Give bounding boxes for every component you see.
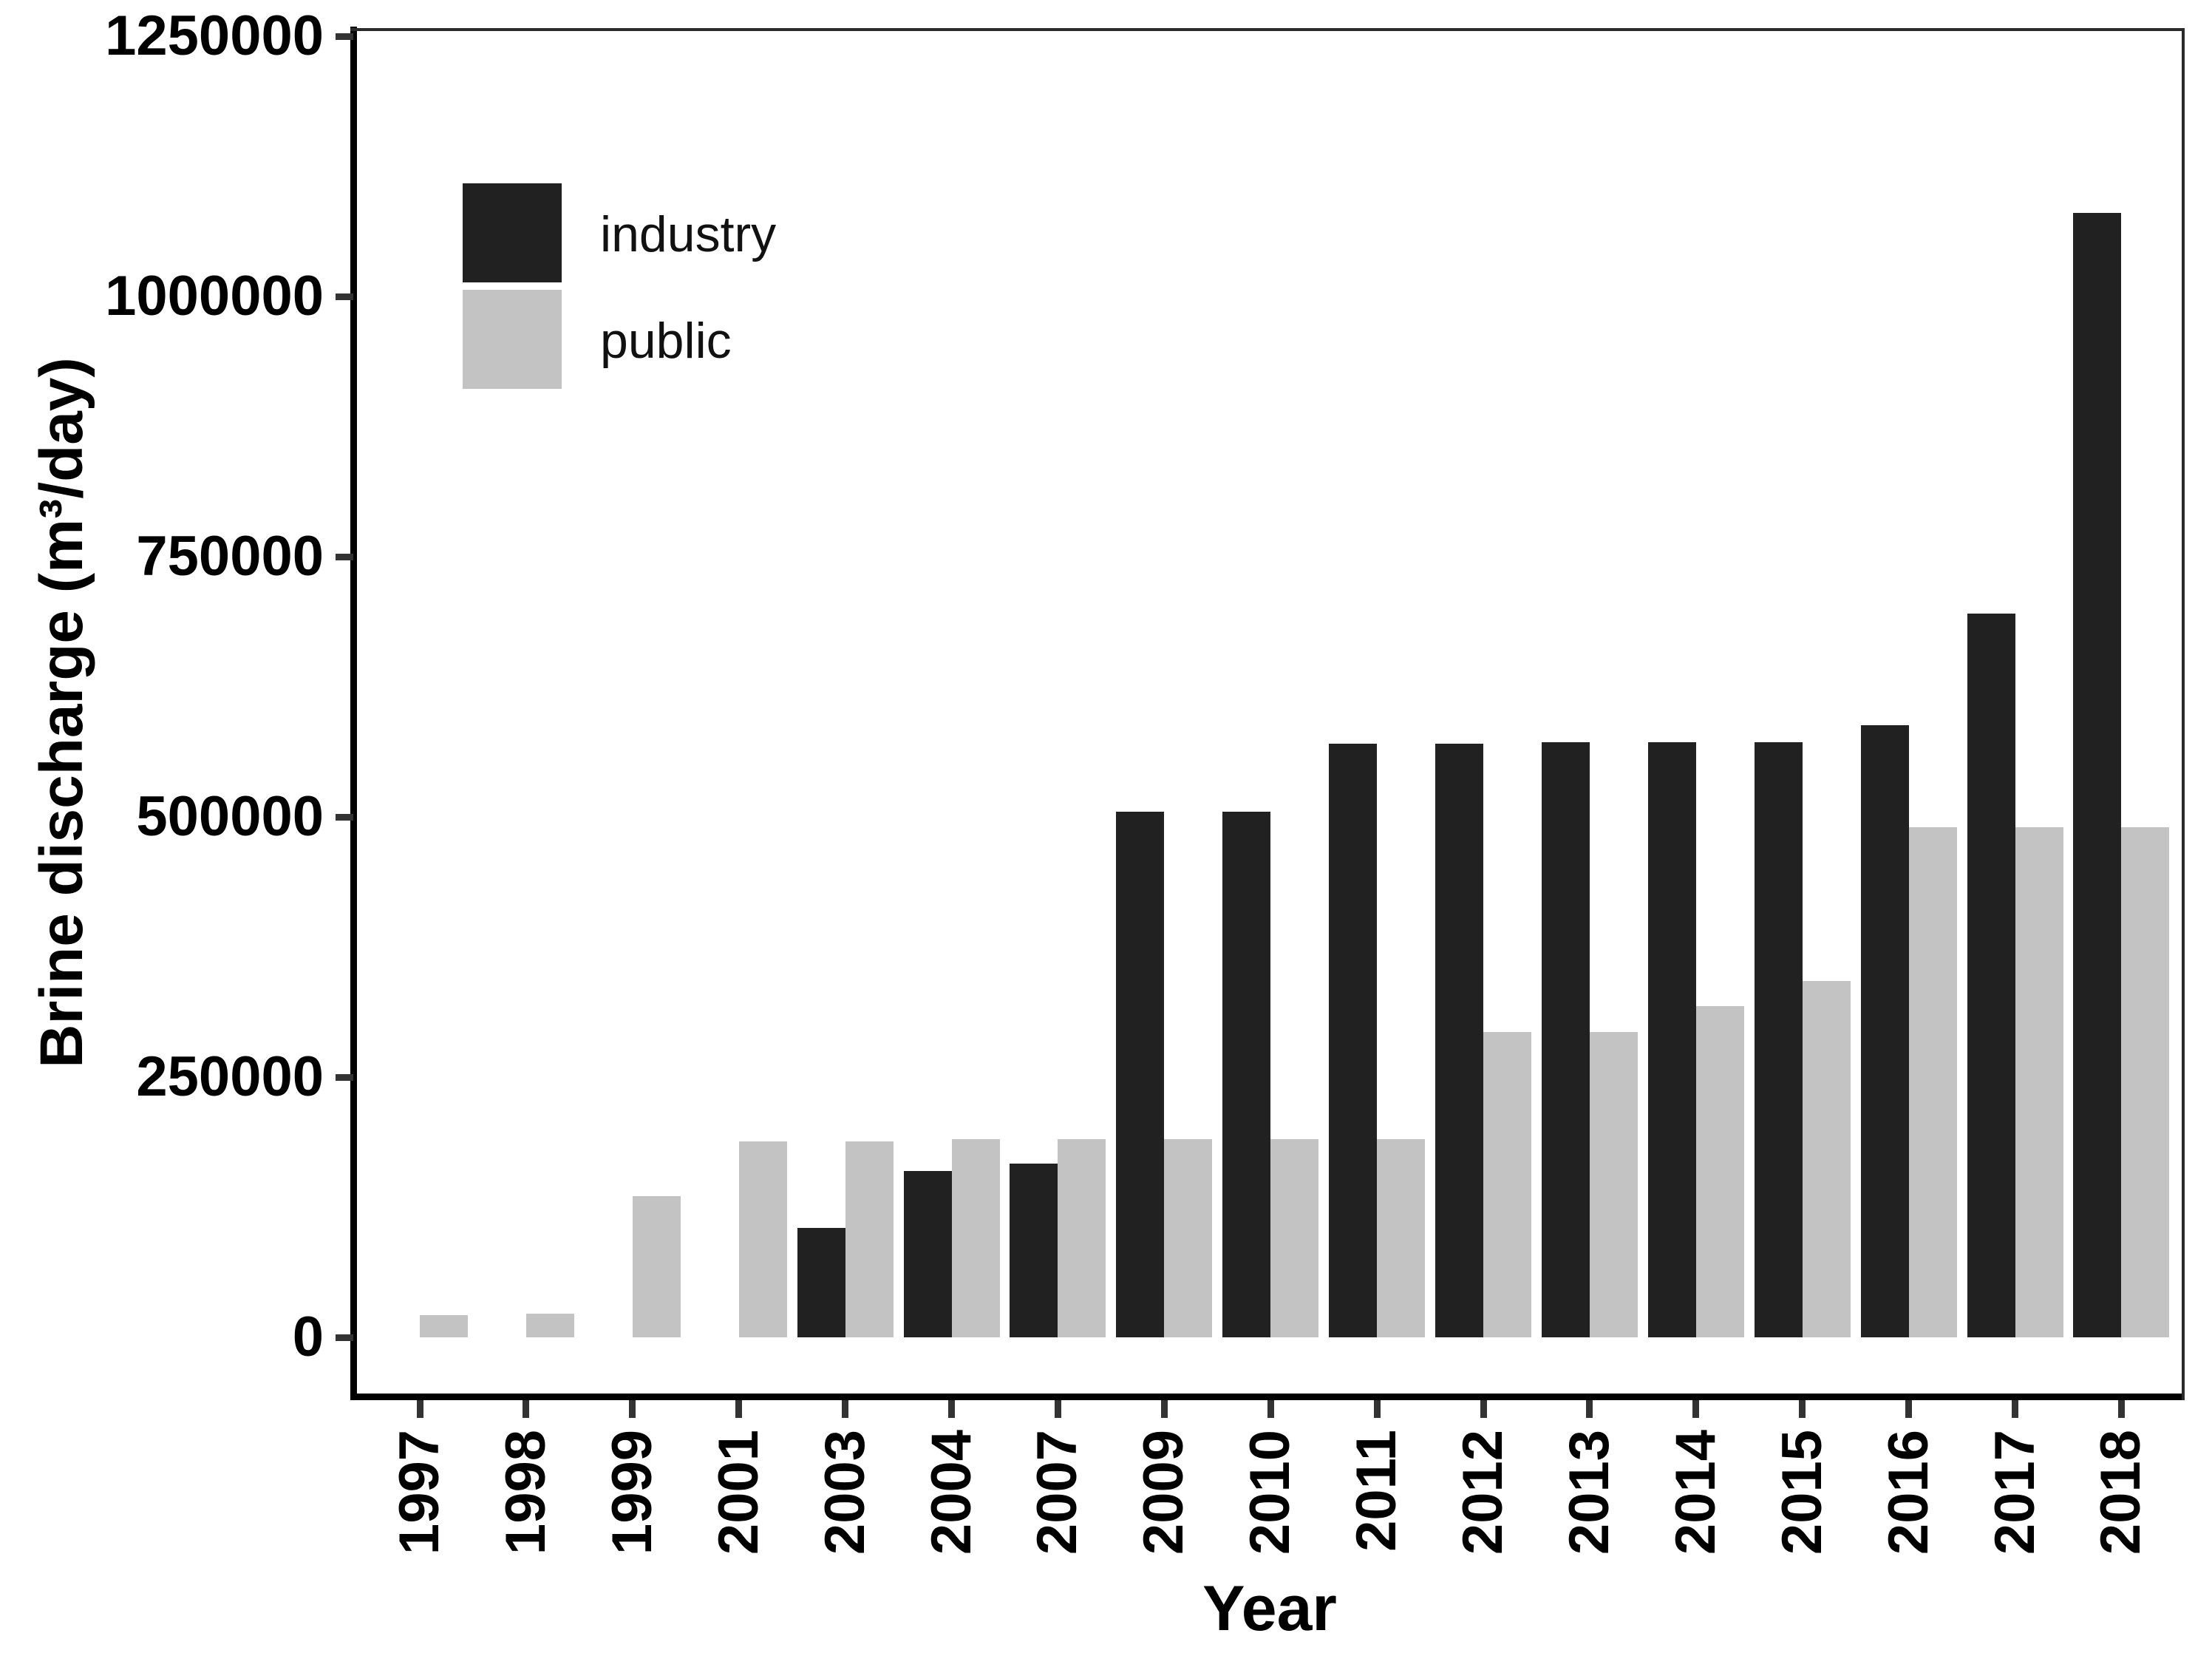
- x-axis-line: [350, 1394, 2185, 1400]
- bar-industry-2017: [1967, 614, 2015, 1337]
- x-tick-label: 1999: [600, 1430, 664, 1555]
- bar-public-2003: [845, 1141, 894, 1337]
- x-axis-title: Year: [1202, 1573, 1337, 1644]
- bar-industry-2016: [1860, 725, 1909, 1337]
- legend-label-industry: industry: [600, 206, 777, 262]
- bar-industry-2004: [903, 1170, 952, 1337]
- x-tick-mark: [2117, 1400, 2125, 1418]
- bar-public-2013: [1589, 1032, 1638, 1337]
- y-tick-mark: [336, 1334, 353, 1341]
- bar-industry-2010: [1222, 811, 1271, 1337]
- y-tick-label: 0: [292, 1306, 324, 1368]
- bar-public-2012: [1483, 1032, 1531, 1337]
- bar-industry-2015: [1754, 741, 1803, 1337]
- y-tick-label: 250000: [136, 1045, 324, 1108]
- y-tick-label: 750000: [136, 525, 324, 588]
- x-tick-mark: [1373, 1400, 1381, 1418]
- y-tick-mark: [336, 33, 353, 40]
- y-tick-label: 500000: [136, 785, 324, 848]
- bar-public-2016: [1908, 827, 1957, 1337]
- bar-public-2011: [1377, 1139, 1426, 1337]
- x-tick-label: 2016: [1876, 1430, 1940, 1555]
- x-tick-label: 2018: [2089, 1430, 2153, 1555]
- x-tick-mark: [842, 1400, 849, 1418]
- y-tick-mark: [336, 553, 353, 560]
- bar-industry-2011: [1329, 744, 1378, 1337]
- x-tick-mark: [1160, 1400, 1168, 1418]
- bar-public-2014: [1695, 1006, 1744, 1337]
- panel-border-right: [2182, 28, 2185, 1400]
- x-tick-label: 2014: [1664, 1430, 1727, 1555]
- bar-public-2015: [1802, 981, 1851, 1337]
- x-tick-mark: [523, 1400, 530, 1418]
- y-tick-mark: [336, 1073, 353, 1081]
- bar-industry-2014: [1647, 741, 1696, 1337]
- x-tick-label: 2003: [813, 1430, 877, 1555]
- bar-public-2001: [738, 1141, 787, 1337]
- x-tick-label: 2009: [1132, 1430, 1196, 1555]
- y-tick-mark: [336, 813, 353, 821]
- x-tick-label: 2012: [1452, 1430, 1514, 1555]
- y-tick-label: 1000000: [105, 265, 324, 327]
- x-tick-mark: [735, 1400, 743, 1418]
- bar-public-1997: [420, 1315, 468, 1337]
- x-tick-mark: [1799, 1400, 1806, 1418]
- bar-public-2017: [2015, 827, 2063, 1337]
- x-tick-mark: [1480, 1400, 1487, 1418]
- legend-swatch-public: [463, 290, 562, 389]
- y-axis-line: [350, 27, 357, 1400]
- x-tick-mark: [1267, 1400, 1274, 1418]
- bar-public-2018: [2121, 827, 2170, 1337]
- x-tick-mark: [1692, 1400, 1700, 1418]
- x-tick-label: 1997: [388, 1430, 451, 1555]
- x-tick-mark: [1054, 1400, 1061, 1418]
- x-tick-label: 2010: [1239, 1430, 1302, 1555]
- y-axis-title: Brine discharge (m³/day): [28, 357, 95, 1068]
- bar-public-1998: [525, 1313, 574, 1337]
- x-tick-mark: [629, 1400, 636, 1418]
- y-tick-mark: [336, 293, 353, 300]
- bar-public-2004: [951, 1139, 1000, 1337]
- x-tick-label: 1998: [494, 1430, 557, 1555]
- bar-industry-2007: [1010, 1163, 1058, 1337]
- bar-industry-2003: [797, 1228, 845, 1337]
- x-tick-label: 2004: [919, 1430, 983, 1555]
- legend-swatch-industry: [463, 183, 562, 282]
- bar-public-2010: [1270, 1139, 1319, 1337]
- panel-border-top: [350, 28, 2185, 31]
- x-tick-mark: [1586, 1400, 1593, 1418]
- x-tick-label: 2013: [1557, 1430, 1621, 1555]
- legend-label-public: public: [600, 313, 732, 369]
- bar-industry-2012: [1435, 744, 1483, 1337]
- bar-public-1999: [632, 1195, 681, 1337]
- x-tick-label: 2011: [1345, 1430, 1409, 1552]
- x-tick-label: 2017: [1983, 1430, 2046, 1555]
- y-tick-label: 1250000: [105, 4, 324, 67]
- x-tick-mark: [416, 1400, 423, 1418]
- x-tick-mark: [2012, 1400, 2018, 1418]
- x-tick-mark: [1905, 1400, 1913, 1418]
- x-tick-label: 2015: [1770, 1430, 1834, 1555]
- bar-industry-2013: [1541, 741, 1590, 1337]
- x-tick-label: 2007: [1026, 1430, 1089, 1555]
- x-tick-label: 2001: [707, 1430, 770, 1555]
- bar-public-2009: [1164, 1139, 1213, 1337]
- bar-industry-2018: [2073, 213, 2122, 1337]
- bar-industry-2009: [1116, 811, 1165, 1337]
- x-tick-mark: [948, 1400, 955, 1418]
- bar-public-2007: [1058, 1139, 1106, 1337]
